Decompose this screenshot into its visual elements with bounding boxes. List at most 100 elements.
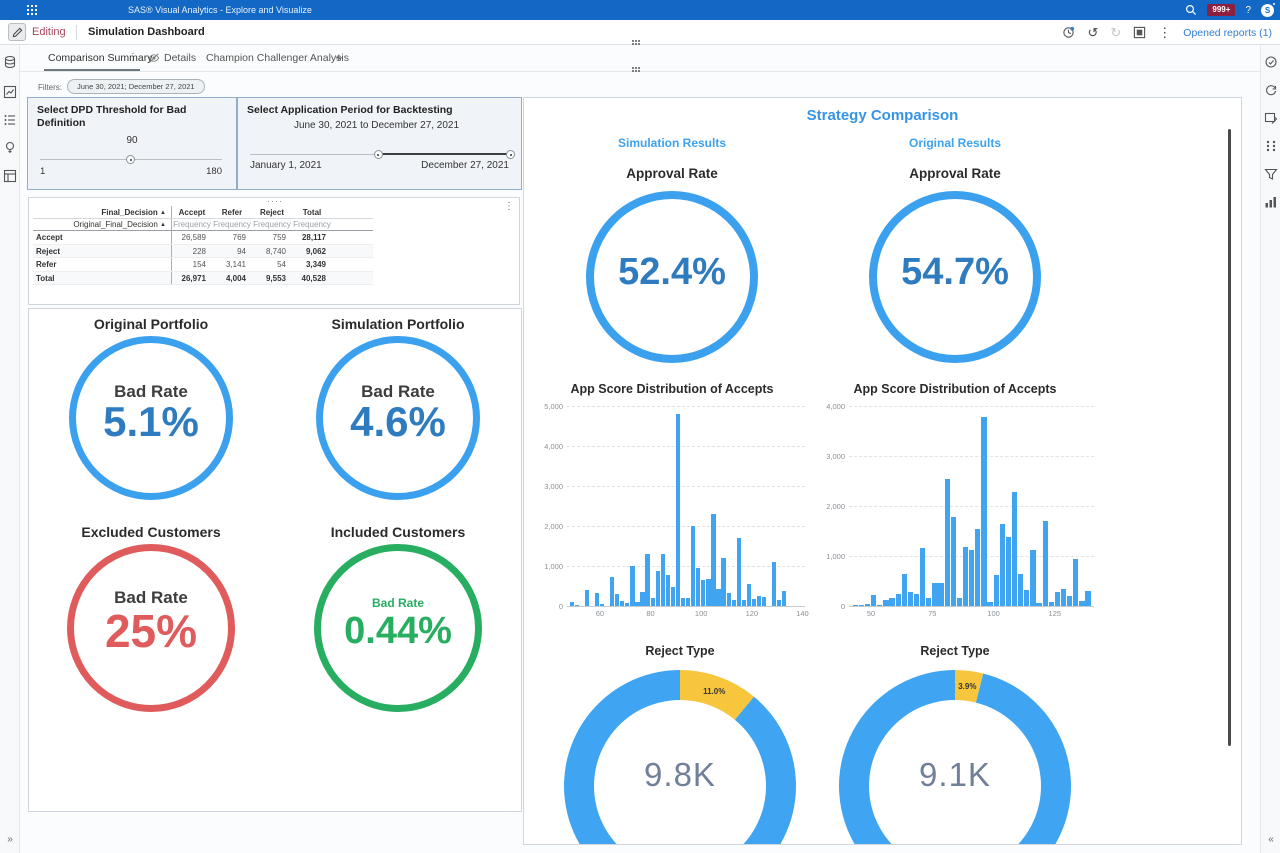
panel-scrollbar[interactable] <box>1228 129 1231 746</box>
dpd-slider-thumb[interactable] <box>126 155 136 164</box>
histogram-bar[interactable] <box>1030 549 1036 606</box>
period-slider-start-thumb[interactable] <box>373 150 383 159</box>
ranks-icon[interactable] <box>1264 195 1278 209</box>
more-options-icon[interactable]: ⋮ <box>1158 25 1172 40</box>
histogram-bar[interactable] <box>655 570 660 606</box>
splitter-grip-tabs[interactable] <box>632 67 640 72</box>
histogram-bar[interactable] <box>1011 491 1018 606</box>
histogram-bar[interactable] <box>920 548 926 606</box>
histogram-bar[interactable] <box>660 553 665 606</box>
histogram-bar[interactable] <box>1018 574 1024 606</box>
properties-icon[interactable] <box>1264 55 1278 69</box>
page-templates-icon[interactable] <box>3 169 17 183</box>
filters-icon[interactable] <box>1264 167 1278 181</box>
date-filter-chip[interactable]: June 30, 2021; December 27, 2021 <box>67 79 205 94</box>
kpi-approval-rate-sim[interactable]: 52.4% <box>586 191 758 363</box>
crosstab-row[interactable]: Reject 228 94 8,740 9,062 <box>33 244 373 258</box>
histogram-bar[interactable] <box>680 598 686 606</box>
data-icon[interactable] <box>3 55 17 69</box>
tab-menu-icon[interactable]: ⋮ <box>128 52 138 63</box>
donut-highlight-slice[interactable] <box>955 670 984 703</box>
kpi-approval-rate-orig[interactable]: 54.7% <box>869 191 1041 363</box>
tab-details[interactable]: Details <box>148 45 196 71</box>
histogram-bar[interactable] <box>711 514 716 606</box>
reject-type-donut-orig[interactable]: 3.9% 9.1K <box>835 668 1075 845</box>
histogram-bar[interactable] <box>635 602 640 606</box>
histogram-bar[interactable] <box>721 558 726 606</box>
notifications-badge[interactable]: 999+ <box>1207 4 1236 16</box>
comments-icon[interactable] <box>1264 111 1278 125</box>
col-header-reject[interactable]: Reject <box>259 208 284 217</box>
col-header-accept[interactable]: Accept <box>178 208 206 217</box>
histogram-bar[interactable] <box>716 588 721 606</box>
histogram-bar[interactable] <box>751 598 757 606</box>
histogram-bar[interactable] <box>610 577 615 606</box>
histogram-bar[interactable] <box>932 582 938 606</box>
histogram-bar[interactable] <box>599 604 605 606</box>
row-dimension-header[interactable]: Original_Final_Decision ▲ <box>33 219 172 230</box>
opened-reports-link[interactable]: Opened reports (1) <box>1183 26 1272 39</box>
kpi-included-customers[interactable]: Bad Rate 0.44% <box>314 544 482 712</box>
suggestions-icon[interactable] <box>3 141 17 155</box>
period-slider-end-thumb[interactable] <box>506 150 515 159</box>
histogram-bar[interactable] <box>670 586 676 606</box>
crosstab-row[interactable]: Accept 26,589 769 759 28,117 <box>33 231 373 245</box>
histogram-bar[interactable] <box>981 417 987 606</box>
histogram-bar[interactable] <box>1067 596 1073 606</box>
histogram-bar[interactable] <box>1036 603 1042 606</box>
app-score-histogram-orig[interactable]: 0 1,000 2,000 3,000 4,000 50 75 100 125 <box>819 400 1095 632</box>
histogram-bar[interactable] <box>913 593 920 606</box>
kpi-original-portfolio[interactable]: Bad Rate 5.1% <box>69 336 233 500</box>
col-header-refer[interactable]: Refer <box>221 208 243 217</box>
histogram-bar[interactable] <box>938 582 944 606</box>
histogram-bar[interactable] <box>701 580 706 606</box>
histogram-bar[interactable] <box>782 590 787 606</box>
panel-drag-handle[interactable]: ···· <box>267 196 283 206</box>
histogram-bar[interactable] <box>741 600 746 606</box>
histogram-bar[interactable] <box>956 597 963 606</box>
undo-icon[interactable]: ↺ <box>1087 25 1099 40</box>
histogram-bar[interactable] <box>1005 537 1012 606</box>
tab-champion-challenger[interactable]: Champion Challenger Analysis <box>206 52 349 64</box>
histogram-bar[interactable] <box>858 605 865 606</box>
view-report-icon[interactable] <box>1133 26 1146 39</box>
histogram-bar[interactable] <box>871 595 877 606</box>
crosstab-row[interactable]: Total 26,971 4,004 9,553 40,528 <box>33 271 373 285</box>
histogram-bar[interactable] <box>907 592 914 606</box>
histogram-bar[interactable] <box>944 478 950 606</box>
app-switcher-icon[interactable] <box>27 5 37 15</box>
actions-icon[interactable] <box>1264 83 1278 97</box>
histogram-bar[interactable] <box>645 554 650 606</box>
col-dimension-header[interactable]: Final_Decision ▲ <box>33 206 172 218</box>
help-button[interactable]: ? <box>1245 4 1251 16</box>
tab-comparison-summary[interactable]: Comparison Summary <box>48 52 153 64</box>
histogram-bar[interactable] <box>731 600 736 606</box>
app-score-histogram-sim[interactable]: 0 1,000 2,000 3,000 4,000 5,000 60 80 100 120 140 <box>537 400 813 632</box>
histogram-bar[interactable] <box>630 566 635 606</box>
histogram-bar[interactable] <box>640 591 645 606</box>
histogram-bar[interactable] <box>852 604 858 606</box>
histogram-bar[interactable] <box>889 598 895 606</box>
histogram-bar[interactable] <box>746 584 752 606</box>
histogram-bar[interactable] <box>1054 591 1061 606</box>
histogram-bar[interactable] <box>926 598 932 606</box>
histogram-bar[interactable] <box>883 600 889 606</box>
histogram-bar[interactable] <box>761 597 767 606</box>
reject-type-donut-sim[interactable]: 11.0% 9.8K <box>560 668 800 845</box>
histogram-bar[interactable] <box>726 592 731 606</box>
histogram-bar[interactable] <box>584 590 589 606</box>
histogram-bar[interactable] <box>594 592 600 606</box>
histogram-bar[interactable] <box>975 529 981 606</box>
outline-list-icon[interactable] <box>3 113 17 127</box>
donut-main-slice[interactable] <box>839 670 1071 845</box>
period-slider-selected-range[interactable] <box>377 153 511 155</box>
histogram-bar[interactable] <box>950 517 956 606</box>
kpi-simulation-portfolio[interactable]: Bad Rate 4.6% <box>316 336 480 500</box>
histogram-bar[interactable] <box>901 573 907 606</box>
histogram-bar[interactable] <box>864 603 871 606</box>
histogram-bar[interactable] <box>987 602 993 606</box>
objects-chart-icon[interactable] <box>3 85 17 99</box>
histogram-bar[interactable] <box>569 602 574 606</box>
histogram-bar[interactable] <box>1042 520 1048 606</box>
histogram-bar[interactable] <box>615 593 620 606</box>
